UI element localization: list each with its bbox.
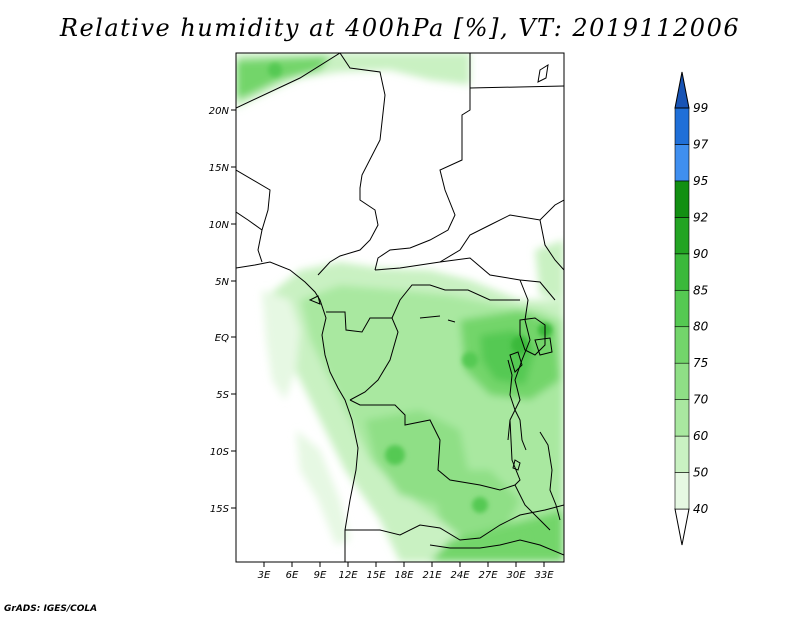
longitude-axis [263, 562, 545, 567]
colorbar-level-label: 85 [693, 283, 708, 297]
colorbar-level-label: 99 [693, 101, 708, 115]
lat-label: 15S [210, 504, 230, 515]
lat-label: 15N [209, 163, 230, 174]
colorbar-segment [674, 472, 690, 510]
colorbar-segment [674, 217, 690, 255]
colorbar-segment [674, 289, 690, 328]
colorbar: 40 50 60 70 75 80 85 90 92 95 97 99 [674, 71, 709, 546]
colorbar-level-label: 95 [693, 174, 708, 188]
lon-label: 21E [422, 570, 442, 581]
colorbar-segment [674, 144, 690, 182]
colorbar-level-label: 90 [693, 247, 709, 261]
map-frame [235, 52, 565, 563]
longitude-labels: 3E 6E 9E 12E 15E 18E 21E 24E 27E 30E 33E [258, 570, 555, 581]
colorbar-segments [674, 71, 690, 546]
lat-label: 5S [216, 390, 229, 401]
country-borders [236, 53, 564, 562]
colorbar-level-label: 40 [693, 502, 709, 516]
map-title: Relative humidity at 400hPa [%], VT: 201… [59, 14, 741, 42]
colorbar-segment [674, 253, 690, 291]
lon-label: 6E [286, 570, 299, 581]
colorbar-level-label: 50 [693, 466, 709, 480]
colorbar-segment [674, 180, 690, 218]
lat-label: 5N [215, 277, 229, 288]
lon-label: 24E [450, 570, 470, 581]
colorbar-level-label: 70 [693, 393, 709, 407]
lat-label: EQ [215, 333, 229, 344]
colorbar-segment [674, 71, 690, 109]
latitude-labels: 20N 15N 10N 5N EQ 5S 10S 15S [209, 106, 230, 515]
colorbar-segment [674, 326, 690, 364]
colorbar-level-label: 60 [693, 429, 709, 443]
lon-label: 18E [394, 570, 414, 581]
colorbar-segment [674, 435, 690, 473]
colorbar-segment [674, 399, 690, 437]
colorbar-level-label: 80 [693, 320, 709, 334]
lat-label: 10N [209, 220, 230, 231]
colorbar-level-label: 92 [693, 210, 708, 224]
lon-label: 33E [534, 570, 554, 581]
lon-label: 3E [258, 570, 271, 581]
latitude-axis [231, 109, 236, 509]
colorbar-segment [674, 362, 690, 400]
lon-label: 30E [506, 570, 526, 581]
lon-label: 12E [338, 570, 358, 581]
lon-label: 9E [314, 570, 327, 581]
colorbar-segment [674, 508, 690, 546]
grads-credit: GrADS: IGES/COLA [4, 604, 98, 614]
lon-label: 15E [366, 570, 386, 581]
colorbar-labels: 40 50 60 70 75 80 85 90 92 95 97 99 [693, 101, 709, 516]
colorbar-segment [674, 107, 690, 145]
lon-label: 27E [478, 570, 498, 581]
colorbar-level-label: 75 [693, 356, 708, 370]
lat-label: 20N [209, 106, 230, 117]
lat-label: 10S [210, 447, 230, 458]
colorbar-level-label: 97 [693, 137, 709, 151]
